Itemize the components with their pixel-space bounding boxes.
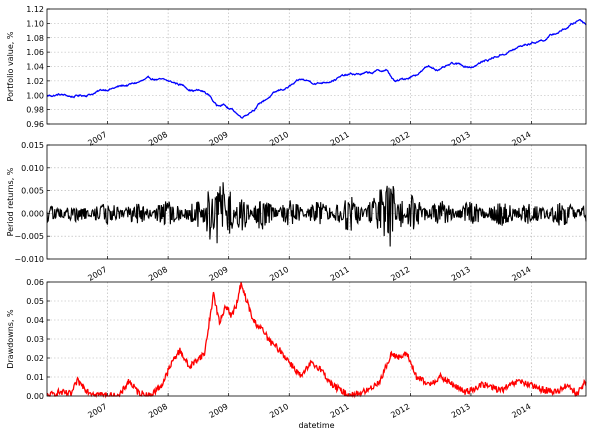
axes-frame [46, 144, 587, 260]
x-tick-label: 2008 [147, 265, 169, 283]
x-tick-label: 2008 [147, 402, 169, 420]
x-axis-label: datetime [298, 421, 334, 430]
y-tick-label: 0.98 [26, 106, 44, 115]
y-tick-label: 1.12 [26, 5, 44, 14]
y-tick-label: −0.010 [14, 255, 44, 264]
y-tick-label: 1.02 [26, 77, 44, 86]
series-line [46, 18, 587, 119]
portfolio-value-panel: 0.960.981.001.021.041.061.081.101.122007… [6, 5, 587, 148]
x-tick-label: 2011 [329, 402, 351, 420]
y-tick-label: 1.06 [26, 48, 44, 57]
x-tick-label: 2007 [86, 265, 108, 283]
y-tick-label: −0.005 [14, 232, 44, 241]
y-tick-label: 1.08 [26, 34, 44, 43]
drawdowns-panel: 0.00 0.01 0.02 0.03 0.04 0.05 0.06 2007 2008 2009… [6, 278, 587, 430]
y-tick-label: 0.010 [21, 164, 44, 173]
y-tick-label: 1.10 [26, 19, 44, 28]
series-line [46, 182, 587, 247]
axes-frame [46, 281, 587, 397]
x-tick-label: 2013 [450, 265, 472, 283]
x-tick-label: 2009 [208, 265, 230, 283]
x-tick-label: 2009 [208, 402, 230, 420]
x-tick-label: 2011 [329, 265, 351, 283]
series-line [46, 282, 587, 399]
x-tick-label: 2007 [86, 402, 108, 420]
y-tick-label: 0.000 [21, 209, 44, 218]
x-tick-label: 2014 [510, 265, 532, 283]
y-axis-label: Drawdowns, % [6, 309, 15, 369]
y-tick-label: 0.06 [26, 278, 44, 287]
y-tick-label: 0.05 [26, 297, 44, 306]
y-tick-label: 0.02 [26, 354, 44, 363]
x-tick-label: 2012 [389, 265, 411, 283]
x-tick-label: 2010 [268, 265, 290, 283]
y-tick-label: 0.01 [26, 373, 44, 382]
y-axis-label: Period returns, % [6, 167, 15, 236]
y-tick-label: 0.005 [21, 187, 44, 196]
x-tick-label: 2014 [510, 402, 532, 420]
y-tick-label: 0.015 [21, 141, 44, 150]
y-tick-label: 0.00 [26, 392, 44, 401]
y-tick-label: 0.96 [26, 120, 44, 129]
period-returns-panel: −0.010 −0.005 0.000 0.005 0.010 0.015 2007 2008… [6, 141, 587, 283]
y-tick-label: 1.00 [26, 91, 44, 100]
y-axis-label: Portfolio value, % [6, 31, 15, 101]
x-tick-label: 2010 [268, 402, 290, 420]
x-tick-label: 2013 [450, 402, 472, 420]
y-tick-label: 1.04 [26, 63, 44, 72]
y-tick-label: 0.03 [26, 335, 44, 344]
y-tick-label: 0.04 [26, 316, 44, 325]
axes-frame [46, 8, 587, 125]
x-tick-label: 2012 [389, 402, 411, 420]
